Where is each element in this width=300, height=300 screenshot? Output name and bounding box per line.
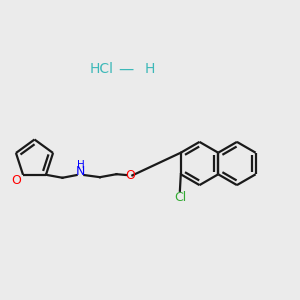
Text: Cl: Cl bbox=[174, 191, 186, 204]
Text: H: H bbox=[76, 160, 84, 170]
Text: —: — bbox=[118, 61, 134, 76]
Text: HCl: HCl bbox=[90, 62, 114, 76]
Text: O: O bbox=[11, 174, 21, 187]
Text: O: O bbox=[125, 169, 135, 182]
Text: N: N bbox=[76, 165, 85, 178]
Text: H: H bbox=[145, 62, 155, 76]
